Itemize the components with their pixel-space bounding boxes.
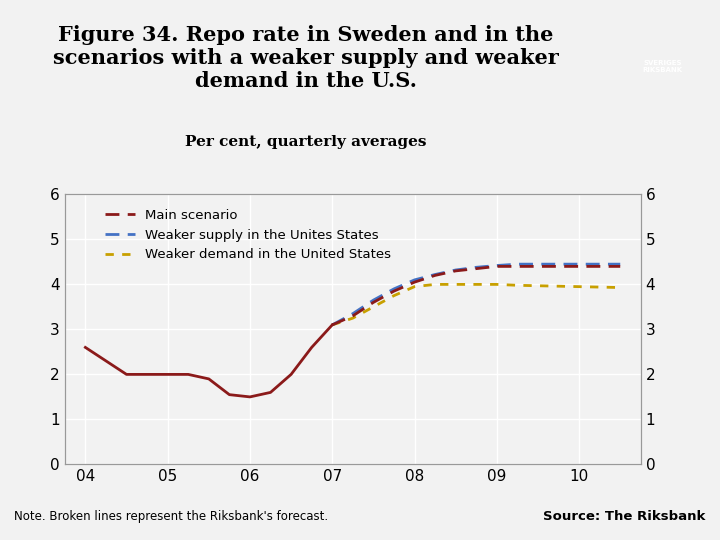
- Legend: Main scenario, Weaker supply in the Unites States, Weaker demand in the United S: Main scenario, Weaker supply in the Unit…: [100, 204, 396, 266]
- Text: SVERIGES
RIKSBANK: SVERIGES RIKSBANK: [642, 60, 683, 73]
- Text: Figure 34. Repo rate in Sweden and in the
scenarios with a weaker supply and wea: Figure 34. Repo rate in Sweden and in th…: [53, 25, 559, 91]
- Text: Per cent, quarterly averages: Per cent, quarterly averages: [185, 135, 427, 149]
- Text: Source: The Riksbank: Source: The Riksbank: [543, 510, 706, 523]
- Text: Note. Broken lines represent the Riksbank's forecast.: Note. Broken lines represent the Riksban…: [14, 510, 328, 523]
